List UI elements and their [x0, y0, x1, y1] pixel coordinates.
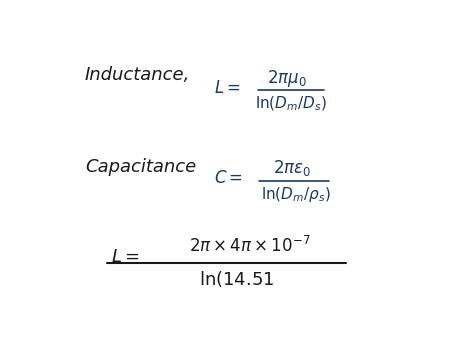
Text: $2\pi \times 4\pi \times 10^{-7}$: $2\pi \times 4\pi \times 10^{-7}$: [190, 236, 311, 256]
Text: $L=$: $L=$: [213, 79, 240, 97]
Text: $\ln(14.51$: $\ln(14.51$: [199, 269, 274, 289]
Text: $L=$: $L=$: [110, 248, 139, 266]
Text: $2\pi\mu_0$: $2\pi\mu_0$: [267, 68, 307, 89]
Text: Capacitance: Capacitance: [85, 158, 196, 176]
Text: $\ln(D_m/D_s)$: $\ln(D_m/D_s)$: [255, 95, 327, 113]
Text: $\ln(D_m/\rho_s)$: $\ln(D_m/\rho_s)$: [261, 185, 331, 204]
Text: Inductance,: Inductance,: [85, 66, 191, 84]
Text: $C=$: $C=$: [213, 169, 243, 187]
Text: $2\pi\varepsilon_0$: $2\pi\varepsilon_0$: [273, 158, 311, 178]
